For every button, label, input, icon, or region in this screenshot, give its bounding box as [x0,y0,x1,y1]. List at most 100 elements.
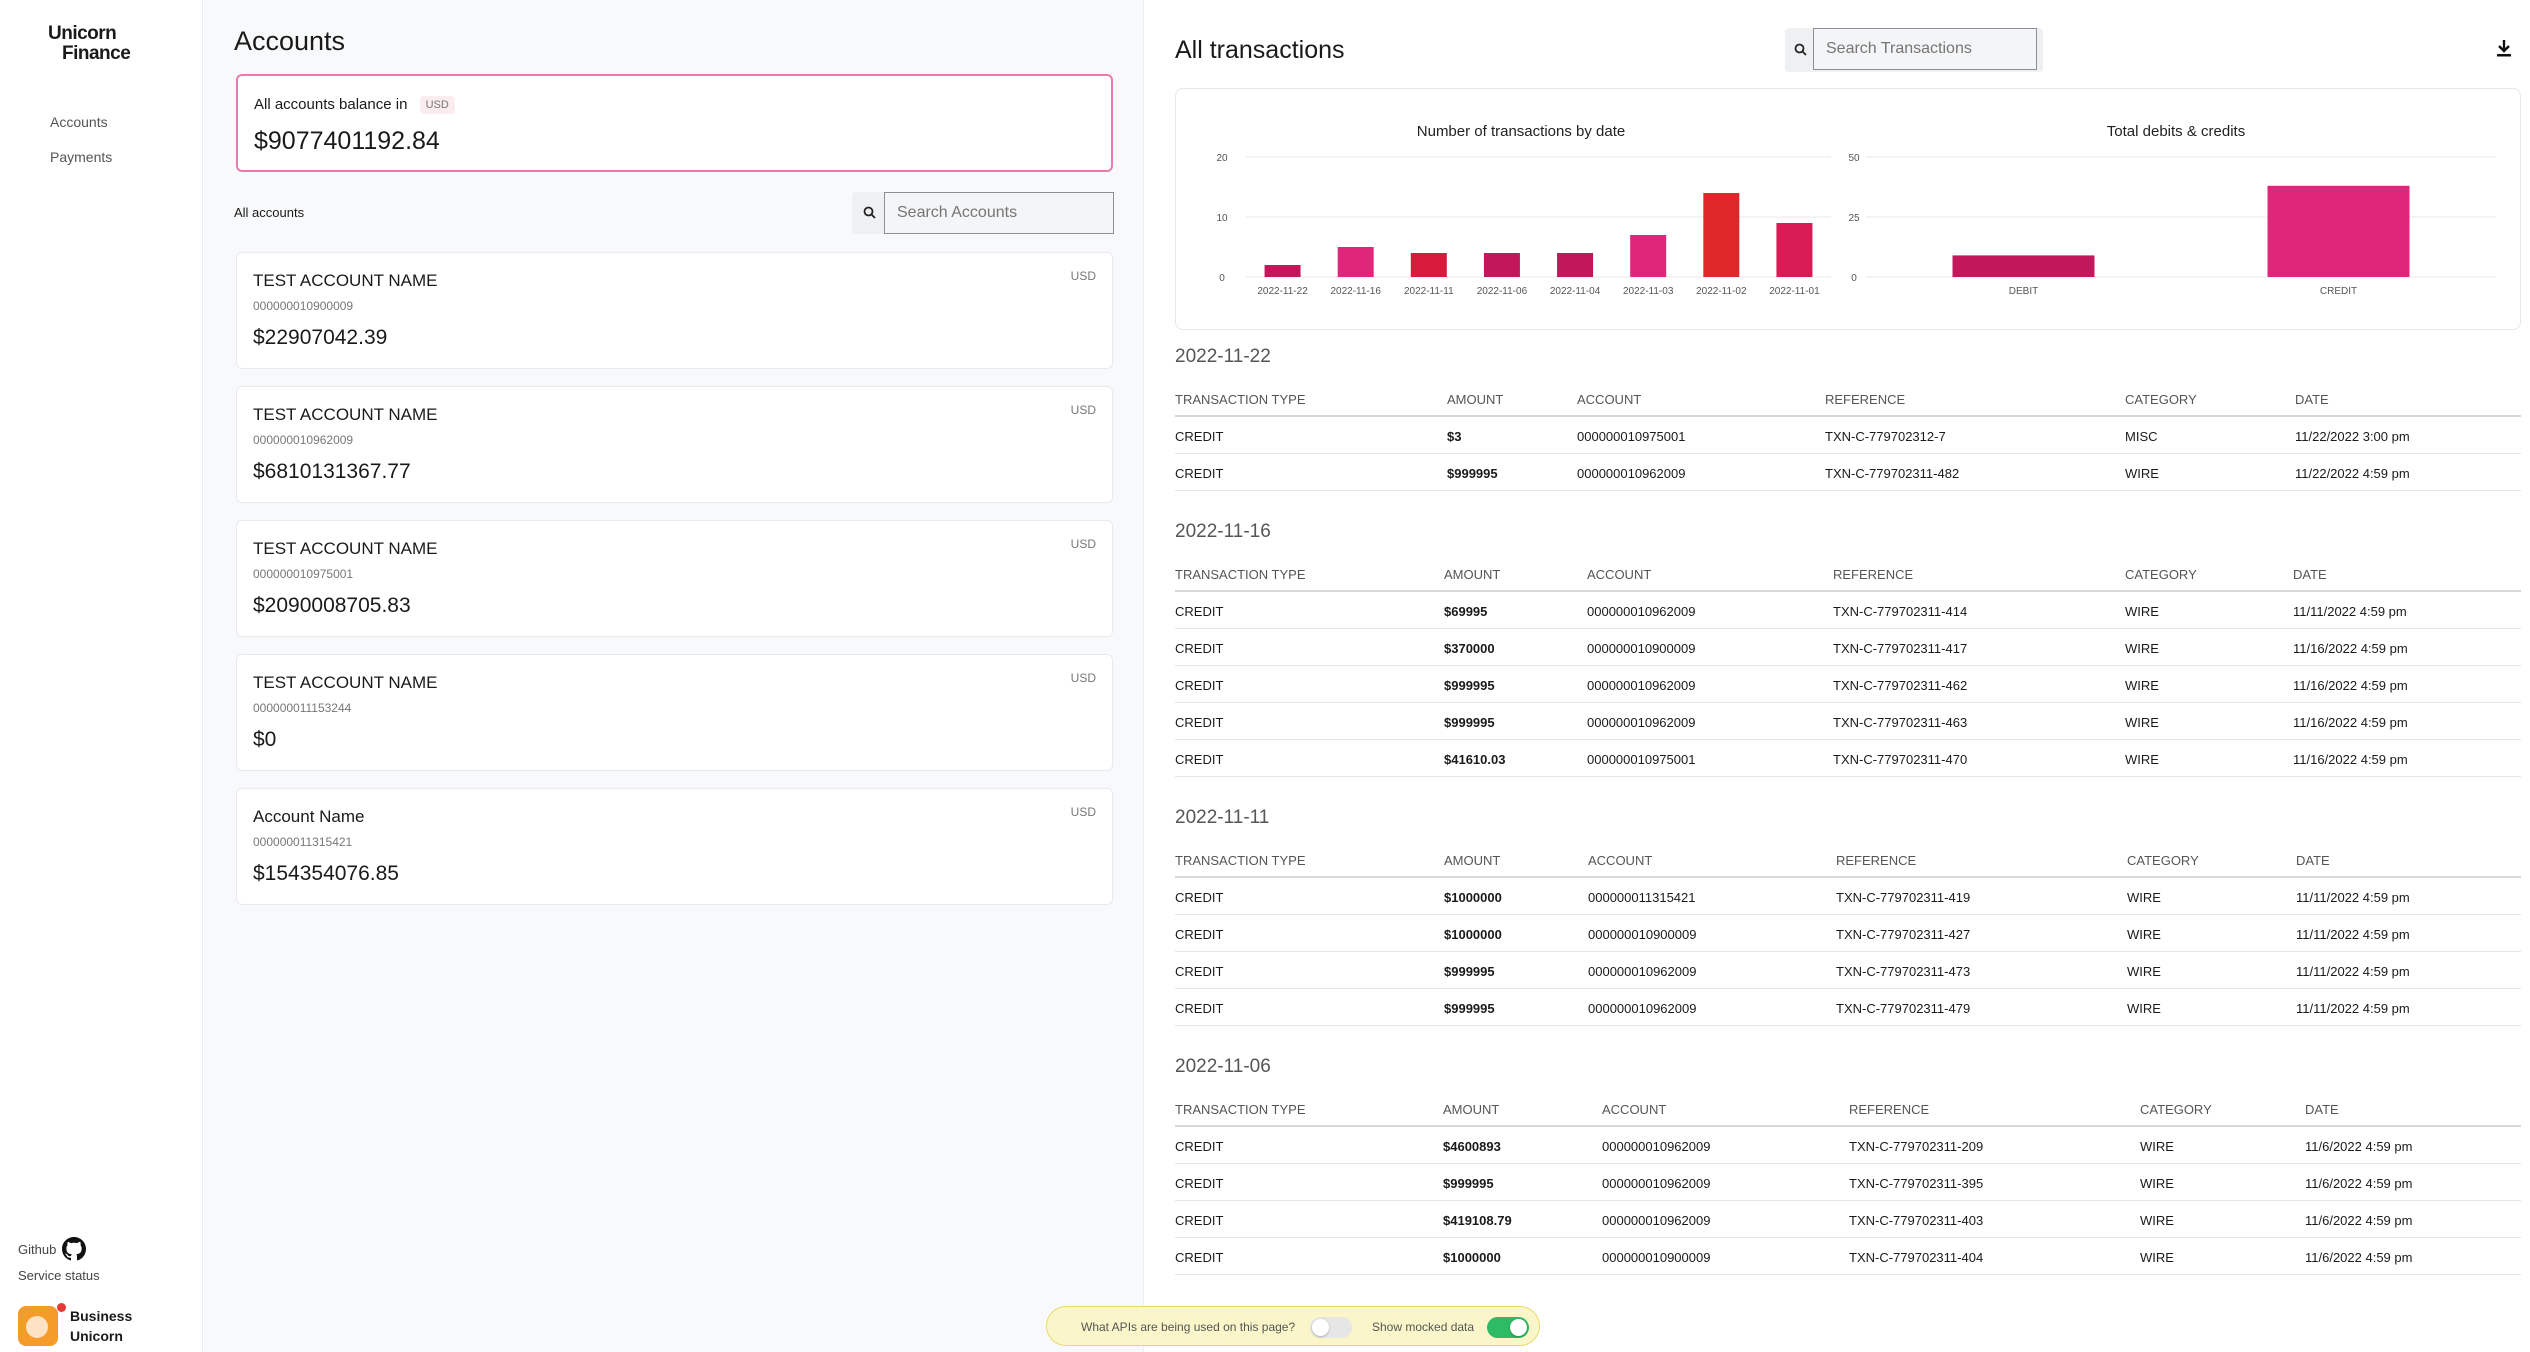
service-status-link[interactable]: Service status [18,1268,100,1283]
total-balance-card: All accounts balance in USD $9077401192.… [236,74,1113,172]
column-header[interactable]: DATE [2293,567,2327,582]
table-header: TRANSACTION TYPE AMOUNT ACCOUNT REFERENCE CA… [1175,841,2521,878]
notification-dot [57,1303,66,1312]
transaction-type-cell: CREDIT [1175,964,1224,979]
transaction-type-cell: CREDIT [1175,466,1224,481]
sidebar-item-payments[interactable]: Payments [50,149,113,165]
reference-cell: TXN-C-779702311-209 [1849,1139,1984,1154]
date-cell: 11/6/2022 4:59 pm [2305,1176,2413,1191]
date-cell: 11/11/2022 4:59 pm [2296,964,2410,979]
category-cell: WIRE [2127,927,2161,942]
column-header[interactable]: REFERENCE [1849,1102,1930,1117]
x-tick-label: 2022-11-02 [1696,286,1747,297]
account-card[interactable]: TEST ACCOUNT NAME 000000010900009 $22907… [236,252,1113,369]
category-cell: MISC [2125,429,2158,444]
account-card[interactable]: TEST ACCOUNT NAME 000000011153244 $0 USD [236,654,1113,771]
table-row[interactable]: CREDIT $999995 000000010962009 TXN-C-779702… [1175,454,2521,491]
transaction-type-cell: CREDIT [1175,752,1224,767]
search-transactions-input[interactable] [1813,28,2037,70]
column-header[interactable]: ACCOUNT [1602,1102,1667,1117]
column-header[interactable]: CATEGORY [2127,853,2199,868]
account-cell: 000000010900009 [1588,927,1697,942]
account-card[interactable]: TEST ACCOUNT NAME 000000010962009 $68101… [236,386,1113,503]
x-tick-label: 2022-11-22 [1257,286,1308,297]
table-row[interactable]: CREDIT $370000 000000010900009 TXN-C-779702… [1175,629,2521,666]
table-row[interactable]: CREDIT $1000000 000000010900009 TXN-C-77970… [1175,1238,2521,1275]
column-header[interactable]: TRANSACTION TYPE [1175,853,1306,868]
column-header[interactable]: REFERENCE [1833,567,1914,582]
table-row[interactable]: CREDIT $1000000 000000010900009 TXN-C-77970… [1175,915,2521,952]
chart-bar [1557,253,1594,277]
column-header[interactable]: ACCOUNT [1577,392,1642,407]
category-cell: WIRE [2127,964,2161,979]
account-balance: $154354076.85 [253,862,399,885]
date-cell: 11/16/2022 4:59 pm [2293,641,2408,656]
sidebar-item-accounts[interactable]: Accounts [50,114,108,130]
column-header[interactable]: TRANSACTION TYPE [1175,392,1306,407]
table-row[interactable]: CREDIT $999995 000000010962009 TXN-C-779702… [1175,703,2521,740]
sidebar-nav: Accounts Payments [50,114,112,184]
column-header[interactable]: AMOUNT [1443,1102,1500,1117]
download-icon[interactable] [2495,38,2513,58]
table-row[interactable]: CREDIT $999995 000000010962009 TXN-C-779702… [1175,989,2521,1026]
account-number: 000000010962009 [253,433,354,447]
account-cell: 000000010962009 [1602,1139,1711,1154]
date-cell: 11/11/2022 4:59 pm [2296,927,2410,942]
column-header[interactable]: TRANSACTION TYPE [1175,1102,1306,1117]
account-number: 000000011315421 [253,835,353,849]
column-header[interactable]: ACCOUNT [1587,567,1652,582]
column-header[interactable]: DATE [2305,1102,2339,1117]
account-card[interactable]: Account Name 000000011315421 $154354076.… [236,788,1113,905]
search-accounts-input[interactable] [884,192,1114,234]
column-header[interactable]: CATEGORY [2140,1102,2212,1117]
table-row[interactable]: CREDIT $41610.03 000000010975001 TXN-C-7797… [1175,740,2521,777]
table-row[interactable]: CREDIT $999995 000000010962009 TXN-C-779702… [1175,952,2521,989]
reference-cell: TXN-C-779702311-482 [1825,466,1960,481]
toggle-knob [1510,1319,1527,1336]
category-cell: WIRE [2125,466,2159,481]
chart-bar [1952,255,2095,277]
app-logo[interactable]: Unicorn Finance [48,24,131,64]
account-balance: $0 [253,728,277,751]
table-row[interactable]: CREDIT $1000000 000000011315421 TXN-C-77970… [1175,878,2521,915]
y-tick-label: 20 [1216,153,1228,164]
column-header[interactable]: ACCOUNT [1588,853,1653,868]
table-row[interactable]: CREDIT $419108.79 000000010962009 TXN-C-779… [1175,1201,2521,1238]
category-cell: WIRE [2140,1176,2174,1191]
amount-cell: $1000000 [1444,890,1502,905]
reference-cell: TXN-C-779702311-419 [1836,890,1971,905]
table-row[interactable]: CREDIT $999995 000000010962009 TXN-C-779702… [1175,666,2521,703]
transactions-title: All transactions [1175,36,1345,64]
column-header[interactable]: DATE [2296,853,2330,868]
column-header[interactable]: REFERENCE [1836,853,1917,868]
column-header[interactable]: CATEGORY [2125,392,2197,407]
mocked-data-toggle[interactable] [1487,1317,1529,1338]
reference-cell: TXN-C-779702311-479 [1836,1001,1971,1016]
reference-cell: TXN-C-779702311-470 [1833,752,1968,767]
table-row[interactable]: CREDIT $4600893 000000010962009 TXN-C-77970… [1175,1127,2521,1164]
date-cell: 11/22/2022 3:00 pm [2295,429,2410,444]
column-header[interactable]: AMOUNT [1444,853,1501,868]
column-header[interactable]: TRANSACTION TYPE [1175,567,1306,582]
mocked-data-toggle-label: Show mocked data [1372,1320,1475,1334]
column-header[interactable]: CATEGORY [2125,567,2197,582]
column-header[interactable]: DATE [2295,392,2329,407]
github-link[interactable]: Github [18,1236,100,1262]
column-header[interactable]: AMOUNT [1444,567,1501,582]
all-accounts-label: All accounts [234,205,305,220]
business-switcher[interactable]: Business Unicorn [18,1303,132,1346]
date-cell: 11/11/2022 4:59 pm [2296,890,2410,905]
account-balance: $2090008705.83 [253,594,411,617]
account-card[interactable]: TEST ACCOUNT NAME 000000010975001 $20900… [236,520,1113,637]
currency-badge[interactable]: USD [419,96,455,115]
table-header: TRANSACTION TYPE AMOUNT ACCOUNT REFERENCE CA… [1175,1090,2521,1127]
table-row[interactable]: CREDIT $999995 000000010962009 TXN-C-779702… [1175,1164,2521,1201]
table-row[interactable]: CREDIT $3 000000010975001 TXN-C-779702312-7… [1175,417,2521,454]
table-row[interactable]: CREDIT $69995 000000010962009 TXN-C-7797023… [1175,592,2521,629]
github-label: Github [18,1241,57,1257]
column-header[interactable]: REFERENCE [1825,392,1906,407]
balance-label-row: All accounts balance in USD [254,96,455,115]
apis-toggle[interactable] [1310,1317,1352,1338]
column-header[interactable]: AMOUNT [1447,392,1504,407]
account-cell: 000000011315421 [1588,890,1696,905]
